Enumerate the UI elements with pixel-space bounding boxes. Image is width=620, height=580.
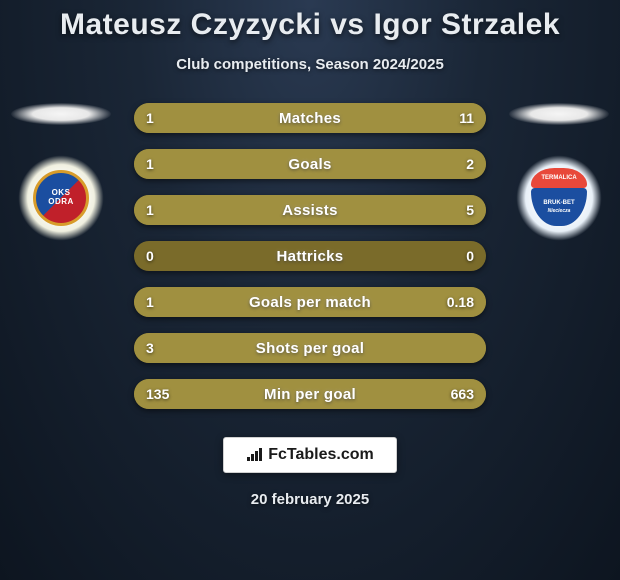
stat-label: Goals per match xyxy=(134,287,486,317)
stat-value-left: 135 xyxy=(146,379,169,409)
stat-value-right: 663 xyxy=(451,379,474,409)
brand-badge[interactable]: FcTables.com xyxy=(223,437,397,473)
subtitle: Club competitions, Season 2024/2025 xyxy=(0,56,620,73)
stat-value-left: 1 xyxy=(146,149,154,179)
stat-label: Goals xyxy=(134,149,486,179)
termalica-bot-1: BRUK-BET xyxy=(543,200,574,207)
stat-row: Assists1 5 xyxy=(134,195,486,225)
stat-row: Goals1 2 xyxy=(134,149,486,179)
date-text: 20 february 2025 xyxy=(251,491,369,508)
stat-value-right: 0 xyxy=(466,241,474,271)
stat-value-left: 3 xyxy=(146,333,154,363)
stat-label: Shots per goal xyxy=(134,333,486,363)
termalica-top: TERMALICA xyxy=(531,168,587,188)
stat-row: Min per goal135 663 xyxy=(134,379,486,409)
chart-icon xyxy=(246,448,262,462)
odra-line-2: ODRA xyxy=(48,197,74,206)
stat-label: Hattricks xyxy=(134,241,486,271)
player-shadow xyxy=(509,103,609,125)
left-player-side: OKS ODRA xyxy=(6,103,116,241)
stat-label: Assists xyxy=(134,195,486,225)
stat-row: Matches111 xyxy=(134,103,486,133)
stat-label: Min per goal xyxy=(134,379,486,409)
footer: FcTables.com 20 february 2025 xyxy=(0,437,620,508)
stat-row: Goals per match1 0.18 xyxy=(134,287,486,317)
odra-badge-text: OKS ODRA xyxy=(48,189,74,207)
brand-text: FcTables.com xyxy=(268,446,374,464)
stat-value-right: 11 xyxy=(459,103,474,133)
odra-line-1: OKS xyxy=(52,188,71,197)
left-club-logo: OKS ODRA xyxy=(18,155,104,241)
stat-value-left: 0 xyxy=(146,241,154,271)
player-shadow xyxy=(11,103,111,125)
right-player-side: TERMALICA BRUK-BET Nieciecza xyxy=(504,103,614,241)
right-club-logo: TERMALICA BRUK-BET Nieciecza xyxy=(516,155,602,241)
odra-badge: OKS ODRA xyxy=(33,170,89,226)
stat-row: Hattricks0 0 xyxy=(134,241,486,271)
termalica-bot-2: Nieciecza xyxy=(548,208,571,214)
stat-value-right: 5 xyxy=(466,195,474,225)
termalica-badge: TERMALICA BRUK-BET Nieciecza xyxy=(531,168,587,228)
stat-value-left: 1 xyxy=(146,195,154,225)
termalica-bottom: BRUK-BET Nieciecza xyxy=(531,188,587,226)
stat-value-right: 0.18 xyxy=(447,287,474,317)
page-title: Mateusz Czyzycki vs Igor Strzalek xyxy=(0,8,620,42)
stat-value-left: 1 xyxy=(146,287,154,317)
stat-value-left: 1 xyxy=(146,103,154,133)
stat-value-right: 2 xyxy=(466,149,474,179)
comparison-panel: OKS ODRA Matches111Goals12Assists15Hattr… xyxy=(0,103,620,409)
stats-list: Matches111Goals12Assists15Hattricks00Goa… xyxy=(134,103,486,409)
stat-label: Matches xyxy=(134,103,486,133)
stat-row: Shots per goal3 xyxy=(134,333,486,363)
